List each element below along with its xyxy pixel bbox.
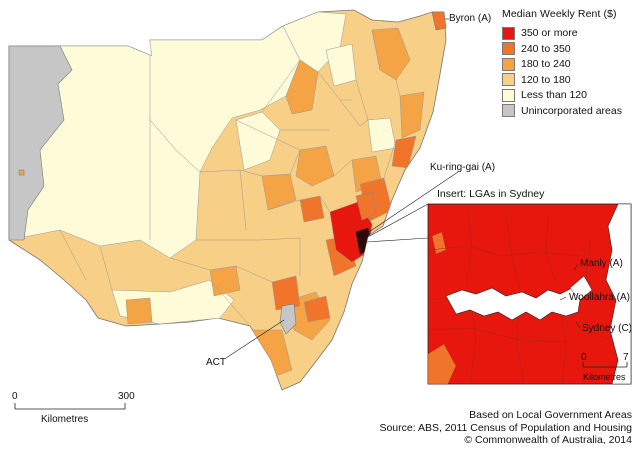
legend-label: 240 to 350 [521,42,571,55]
region-byron [431,11,447,31]
inset-scale-max: 7 [623,352,629,363]
legend-swatch [502,88,515,102]
inset-scale-bar [582,362,628,368]
region-outer-mid [285,59,319,115]
lga-boundaries [59,29,401,327]
region-coast-mid [399,91,425,139]
legend-item: 240 to 350 [502,41,637,57]
label-manly: Manly (A) [580,258,623,269]
region-small-west [18,169,25,176]
legend-swatch [502,73,515,87]
inset-ocean [605,203,632,385]
legend-swatch [502,26,515,40]
legend-swatch [502,42,515,56]
region-orange-mid [261,173,297,211]
footer-line-3: © Commonwealth of Australia, 2014 [464,434,632,446]
kuringgai-leader-line [365,171,459,235]
inset-scale-unit: Kilometres [583,372,626,382]
legend-swatch [502,57,515,71]
region-shoalhaven-high [303,295,331,323]
legend-items: 350 or more 240 to 350 180 to 240 120 to 18… [502,26,637,119]
act-territory [279,303,297,335]
legend-swatch [502,104,515,118]
inset-leader-line-bottom [365,237,429,243]
footer-line-1: Based on Local Government Areas [469,409,632,421]
sydney-harbour [445,287,581,321]
main-scale-max: 300 [118,391,135,402]
inset-title: Insert: LGAs in Sydney [437,188,545,200]
legend-title: Median Weekly Rent ($) [502,8,617,20]
act-leader-line [225,319,285,359]
label-kuringgai: Ku-ring-gai (A) [430,162,496,173]
legend-label: Unincorporated areas [521,104,622,117]
inset-scale-min: 0 [581,352,587,363]
unincorporated-area-west [8,45,73,241]
label-woollahra: Woollahra (A) [569,292,630,303]
region-tablelands-high [271,275,301,311]
label-act: ACT [206,357,226,368]
legend-label: 350 or more [521,27,578,39]
source-footer: Based on Local Government Areas Source: … [379,409,632,447]
label-byron: Byron (A) [449,13,492,24]
region-central-coast [355,191,377,221]
inset-leader-line-top [365,203,429,239]
main-scale-unit: Kilometres [41,414,89,425]
legend-item: Unincorporated areas [502,103,637,119]
sydney-inset-map [427,203,632,385]
legend-label: Less than 120 [521,89,587,101]
legend-item: 120 to 180 [502,72,637,88]
main-scale-bar [14,403,126,410]
legend-item: 350 or more [502,26,637,42]
region-central-mid [295,145,335,187]
map-legend: Median Weekly Rent ($) 350 or more 240 to… [502,9,637,119]
legend-label: 120 to 180 [521,73,571,86]
legend-item: 180 to 240 [502,57,637,73]
label-sydney: Sydney (C) [582,323,633,334]
main-scale-min: 0 [12,391,18,402]
footer-line-2: Source: ABS, 2011 Census of Population a… [379,421,632,434]
legend-item: Less than 120 [502,88,637,104]
region-west-high [299,195,325,223]
region-central-low [149,25,301,173]
region-riverina-mid [125,297,153,325]
region-mid-low [235,111,281,171]
legend-label: 180 to 240 [521,58,571,70]
